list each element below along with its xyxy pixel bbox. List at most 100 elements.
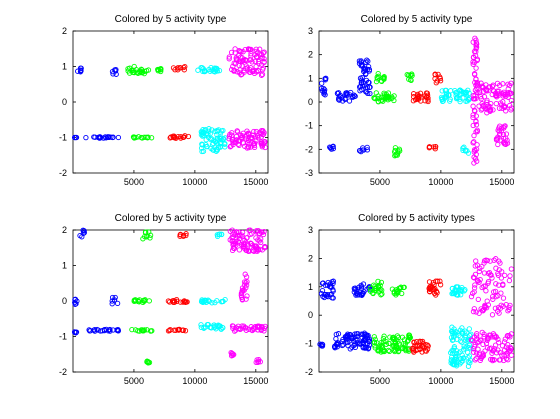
scatter-point-magenta <box>507 273 513 279</box>
scatter-point-green <box>378 94 384 101</box>
scatter-point-magenta <box>229 66 235 73</box>
scatter-point-red <box>425 97 431 103</box>
scatter-point-blue <box>358 292 365 298</box>
scatter-point-magenta <box>470 54 477 60</box>
scatter-point-magenta <box>473 119 479 125</box>
scatter-point-magenta <box>484 110 490 116</box>
scatter-point-magenta <box>470 290 476 296</box>
scatter-point-cyan <box>457 338 464 344</box>
scatter-point-magenta <box>472 156 479 162</box>
scatter-point-magenta <box>244 293 250 299</box>
scatter-point-magenta <box>500 99 506 105</box>
scatter-point-magenta <box>476 279 482 285</box>
scatter-point-blue <box>318 290 325 297</box>
scatter-point-magenta <box>485 278 492 285</box>
scatter-point-blue <box>362 345 368 351</box>
scatter-point-magenta <box>238 242 245 248</box>
scatter-point-red <box>433 143 439 150</box>
scatter-point-magenta <box>494 80 501 87</box>
scatter-point-blue <box>319 80 325 86</box>
scatter-point-blue <box>340 342 346 348</box>
scatter-point-green <box>392 153 398 159</box>
scatter-point-magenta <box>471 71 478 77</box>
scatter-point-red <box>419 338 426 345</box>
scatter-point-blue <box>356 341 362 347</box>
scatter-point-magenta <box>227 228 233 234</box>
scatter-point-blue <box>73 329 80 335</box>
scatter-point-cyan <box>457 98 463 105</box>
scatter-point-red <box>424 90 430 96</box>
scatter-point-cyan <box>211 147 217 153</box>
scatter-points <box>71 46 268 155</box>
scatter-point-blue <box>322 77 329 83</box>
scatter-point-green <box>155 66 161 73</box>
scatter-point-magenta <box>230 139 236 145</box>
scatter-point-cyan <box>468 331 474 337</box>
scatter-point-magenta <box>485 87 491 94</box>
scatter-point-blue <box>320 280 326 286</box>
axes-box <box>318 229 515 373</box>
scatter-point-blue <box>110 71 116 77</box>
scatter-point-magenta <box>491 257 497 263</box>
scatter-point-magenta <box>473 309 479 315</box>
scatter-point-magenta <box>473 122 480 128</box>
scatter-point-blue <box>80 230 87 236</box>
scatter-point-red <box>175 133 181 140</box>
scatter-point-red <box>167 327 173 334</box>
scatter-point-magenta <box>479 106 485 112</box>
subplot-bottom-right: Colored by 5 activity types 5000 10000 1500… <box>305 213 515 386</box>
scatter-point-magenta <box>496 339 502 346</box>
scatter-point-magenta <box>479 284 485 291</box>
scatter-point-magenta <box>508 97 515 104</box>
scatter-point-blue <box>339 342 345 349</box>
scatter-point-cyan <box>213 65 219 71</box>
scatter-point-magenta <box>478 337 484 344</box>
scatter-point-magenta <box>230 231 236 238</box>
scatter-point-green <box>381 333 387 339</box>
scatter-point-blue <box>75 68 81 74</box>
scatter-point-magenta <box>476 310 482 316</box>
scatter-point-cyan <box>465 359 472 365</box>
scatter-point-magenta <box>258 72 265 78</box>
scatter-point-magenta <box>497 357 503 363</box>
scatter-point-magenta <box>249 327 255 333</box>
scatter-point-green <box>377 342 383 348</box>
scatter-point-red <box>180 232 187 239</box>
scatter-point-green <box>392 339 398 345</box>
scatter-point-magenta <box>471 154 477 160</box>
scatter-point-green <box>400 340 407 347</box>
y-tick-label: -2 <box>59 367 67 377</box>
scatter-point-blue <box>367 84 373 90</box>
scatter-point-cyan <box>447 96 453 102</box>
x-tick-label: 15000 <box>243 177 268 187</box>
scatter-point-cyan <box>466 326 472 332</box>
scatter-point-magenta <box>248 144 254 150</box>
x-tick-label: 5000 <box>124 177 144 187</box>
scatter-point-green <box>385 347 392 354</box>
scatter-point-blue <box>351 285 357 292</box>
scatter-point-magenta <box>507 334 513 340</box>
scatter-point-blue <box>350 93 356 100</box>
scatter-point-magenta <box>505 308 511 314</box>
y-tick-label: 1 <box>308 282 313 292</box>
scatter-point-magenta <box>261 228 267 235</box>
scatter-point-green <box>407 72 413 78</box>
scatter-point-magenta <box>244 241 251 247</box>
scatter-point-green <box>125 66 131 72</box>
scatter-point-magenta <box>231 245 237 252</box>
scatter-point-blue <box>346 338 353 344</box>
scatter-point-magenta <box>245 137 252 144</box>
scatter-point-magenta <box>508 352 515 358</box>
scatter-point-blue <box>78 65 84 71</box>
scatter-point-cyan <box>450 361 456 367</box>
scatter-point-red <box>165 298 172 304</box>
scatter-point-magenta <box>233 239 239 245</box>
scatter-point-red <box>182 328 189 334</box>
scatter-point-cyan <box>442 87 448 94</box>
scatter-point-magenta <box>259 247 265 253</box>
scatter-point-green <box>389 286 396 292</box>
scatter-point-green <box>405 72 412 78</box>
scatter-point-green <box>383 91 390 98</box>
scatter-point-magenta <box>473 258 479 264</box>
scatter-point-magenta <box>479 329 485 336</box>
